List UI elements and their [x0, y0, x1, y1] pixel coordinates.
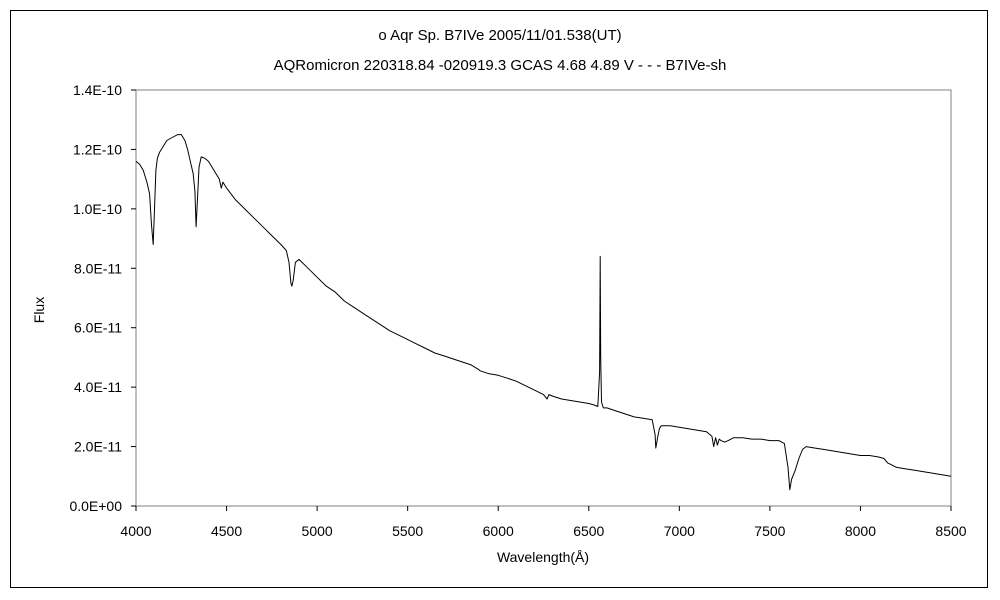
x-tick-label: 7500 [754, 523, 785, 539]
y-axis-label: Flux [31, 297, 47, 323]
x-tick-label: 8500 [935, 523, 966, 539]
y-tick-label: 6.0E-11 [74, 320, 122, 336]
x-axis: 4000 4500 5000 5500 6000 6500 7000 7500 8000 8500 [120, 506, 967, 539]
x-tick-label: 6500 [573, 523, 604, 539]
x-tick-label: 4500 [211, 523, 242, 539]
y-tick-label: 0.0E+00 [69, 498, 122, 514]
y-tick-label: 1.0E-10 [73, 201, 122, 217]
y-axis: 0.0E+00 2.0E-11 4.0E-11 6.0E-11 8.0E-11 1.0E-… [69, 82, 136, 514]
chart-title: o Aqr Sp. B7IVe 2005/11/01.538(UT) [378, 27, 621, 44]
y-tick-label: 1.4E-10 [73, 82, 122, 98]
y-tick-label: 1.2E-10 [73, 141, 122, 157]
x-tick-label: 4000 [120, 523, 151, 539]
x-axis-label: Wavelength(Å) [497, 549, 589, 565]
chart-frame [10, 10, 988, 588]
x-tick-label: 6000 [483, 523, 514, 539]
y-tick-label: 2.0E-11 [74, 439, 122, 455]
x-tick-label: 5500 [392, 523, 423, 539]
plot-area [135, 89, 952, 507]
spectrum-line [135, 134, 952, 491]
x-tick-label: 5000 [302, 523, 333, 539]
x-tick-label: 8000 [845, 523, 876, 539]
x-tick-label: 7000 [664, 523, 695, 539]
spectrum-series [135, 134, 952, 491]
y-tick-label: 8.0E-11 [74, 260, 122, 276]
y-tick-label: 4.0E-11 [74, 379, 122, 395]
chart-subtitle: AQRomicron 220318.84 -020919.3 GCAS 4.68… [274, 57, 727, 74]
